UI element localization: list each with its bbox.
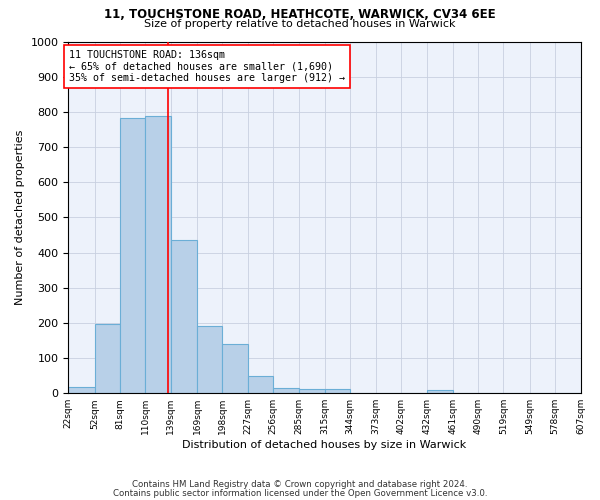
Text: Contains HM Land Registry data © Crown copyright and database right 2024.: Contains HM Land Registry data © Crown c… <box>132 480 468 489</box>
Bar <box>299 389 325 393</box>
Text: 11, TOUCHSTONE ROAD, HEATHCOTE, WARWICK, CV34 6EE: 11, TOUCHSTONE ROAD, HEATHCOTE, WARWICK,… <box>104 8 496 20</box>
Bar <box>248 376 273 393</box>
Bar <box>197 326 223 393</box>
Bar <box>223 344 248 393</box>
Bar <box>145 116 171 393</box>
Text: Size of property relative to detached houses in Warwick: Size of property relative to detached ho… <box>144 19 456 29</box>
Bar <box>95 324 120 393</box>
Text: Contains public sector information licensed under the Open Government Licence v3: Contains public sector information licen… <box>113 488 487 498</box>
Bar <box>68 387 95 393</box>
Bar <box>427 390 452 393</box>
X-axis label: Distribution of detached houses by size in Warwick: Distribution of detached houses by size … <box>182 440 467 450</box>
Bar <box>273 388 299 393</box>
Bar <box>171 240 197 393</box>
Bar <box>120 118 145 393</box>
Text: 11 TOUCHSTONE ROAD: 136sqm
← 65% of detached houses are smaller (1,690)
35% of s: 11 TOUCHSTONE ROAD: 136sqm ← 65% of deta… <box>69 50 345 84</box>
Bar <box>325 389 350 393</box>
Y-axis label: Number of detached properties: Number of detached properties <box>15 130 25 305</box>
